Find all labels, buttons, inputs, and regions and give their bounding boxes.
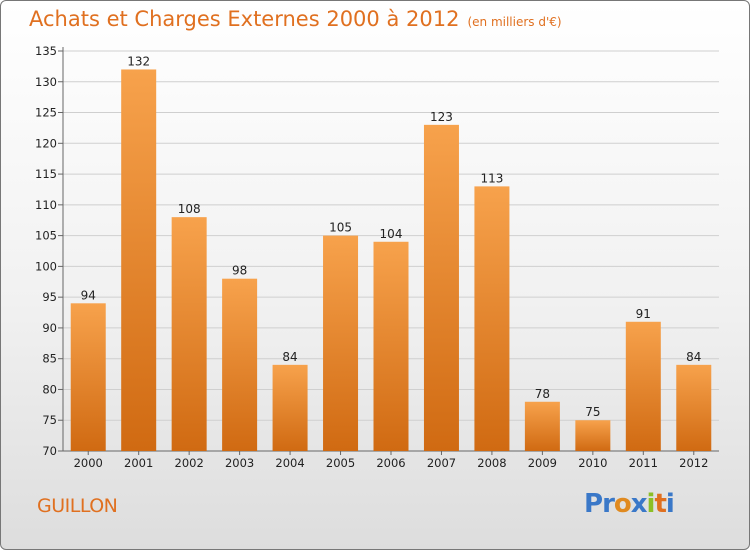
bar-2004 xyxy=(272,364,308,451)
y-tick-label: 115 xyxy=(35,167,57,181)
data-label-2010: 75 xyxy=(585,405,600,419)
proxiti-logo-letter: i xyxy=(665,489,675,519)
y-tick-label: 85 xyxy=(42,352,57,366)
chart-title-text: Achats et Charges Externes 2000 à 2012 xyxy=(29,7,460,31)
bar-2010 xyxy=(575,420,611,451)
y-tick-label: 95 xyxy=(42,290,57,304)
bar-2003 xyxy=(222,278,258,451)
proxiti-logo-letter: o xyxy=(613,489,632,519)
bar-2006 xyxy=(373,241,409,451)
data-label-2001: 132 xyxy=(127,54,150,68)
data-label-2012: 84 xyxy=(686,350,701,364)
proxiti-logo-letter: t xyxy=(654,489,666,519)
data-label-2006: 104 xyxy=(380,227,403,241)
proxiti-logo-letter: r xyxy=(602,489,615,519)
data-label-2005: 105 xyxy=(329,221,352,235)
bar-2001 xyxy=(121,69,157,451)
x-tick-label-2008: 2008 xyxy=(477,456,506,470)
proxiti-logo-letter: x xyxy=(630,489,648,519)
y-tick-label: 120 xyxy=(35,136,57,150)
proxiti-logo-letter: P xyxy=(584,489,603,519)
y-tick-label: 100 xyxy=(35,259,57,273)
bar-2009 xyxy=(524,401,560,451)
x-tick-label-2004: 2004 xyxy=(275,456,304,470)
y-tick-label: 80 xyxy=(42,382,57,396)
bar-2007 xyxy=(423,124,459,451)
data-label-2009: 78 xyxy=(535,387,550,401)
data-label-2000: 94 xyxy=(81,288,96,302)
commune-name: GUILLON xyxy=(37,495,118,517)
x-tick-label-2001: 2001 xyxy=(124,456,153,470)
bar-2000 xyxy=(70,303,106,451)
bar-2005 xyxy=(323,235,359,451)
y-tick-label: 130 xyxy=(35,75,57,89)
data-label-2002: 108 xyxy=(178,202,201,216)
y-tick-label: 75 xyxy=(42,413,57,427)
x-tick-label-2003: 2003 xyxy=(225,456,254,470)
x-tick-label-2010: 2010 xyxy=(578,456,607,470)
y-tick-label: 90 xyxy=(42,321,57,335)
bar-2012 xyxy=(676,364,712,451)
x-tick-label-2000: 2000 xyxy=(74,456,103,470)
chart-title: Achats et Charges Externes 2000 à 2012 (e… xyxy=(29,7,562,31)
x-tick-label-2012: 2012 xyxy=(679,456,708,470)
y-tick-label: 110 xyxy=(35,198,57,212)
y-tick-label: 135 xyxy=(35,44,57,58)
data-label-2003: 98 xyxy=(232,264,247,278)
bar-2011 xyxy=(625,321,661,451)
data-label-2004: 84 xyxy=(282,350,297,364)
proxiti-logo: Proxiti xyxy=(584,489,675,519)
chart-subtitle: (en milliers d'€) xyxy=(467,15,562,29)
x-tick-label-2005: 2005 xyxy=(326,456,355,470)
y-tick-label: 70 xyxy=(42,444,57,458)
y-tick-label: 105 xyxy=(35,229,57,243)
data-label-2008: 113 xyxy=(480,171,503,185)
data-label-2011: 91 xyxy=(636,307,651,321)
proxiti-logo-letter: i xyxy=(646,489,656,519)
x-tick-label-2011: 2011 xyxy=(629,456,658,470)
tick-labels: 70 75 80 85 90 95 100 105 110 115 120 125 130 135 94 20… xyxy=(35,44,708,470)
bar-2002 xyxy=(171,217,207,451)
y-tick-label: 125 xyxy=(35,106,57,120)
bar-2008 xyxy=(474,186,510,451)
x-tick-label-2002: 2002 xyxy=(175,456,204,470)
x-tick-label-2009: 2009 xyxy=(528,456,557,470)
data-label-2007: 123 xyxy=(430,110,453,124)
x-tick-label-2007: 2007 xyxy=(427,456,456,470)
x-tick-label-2006: 2006 xyxy=(376,456,405,470)
bars xyxy=(70,69,712,451)
